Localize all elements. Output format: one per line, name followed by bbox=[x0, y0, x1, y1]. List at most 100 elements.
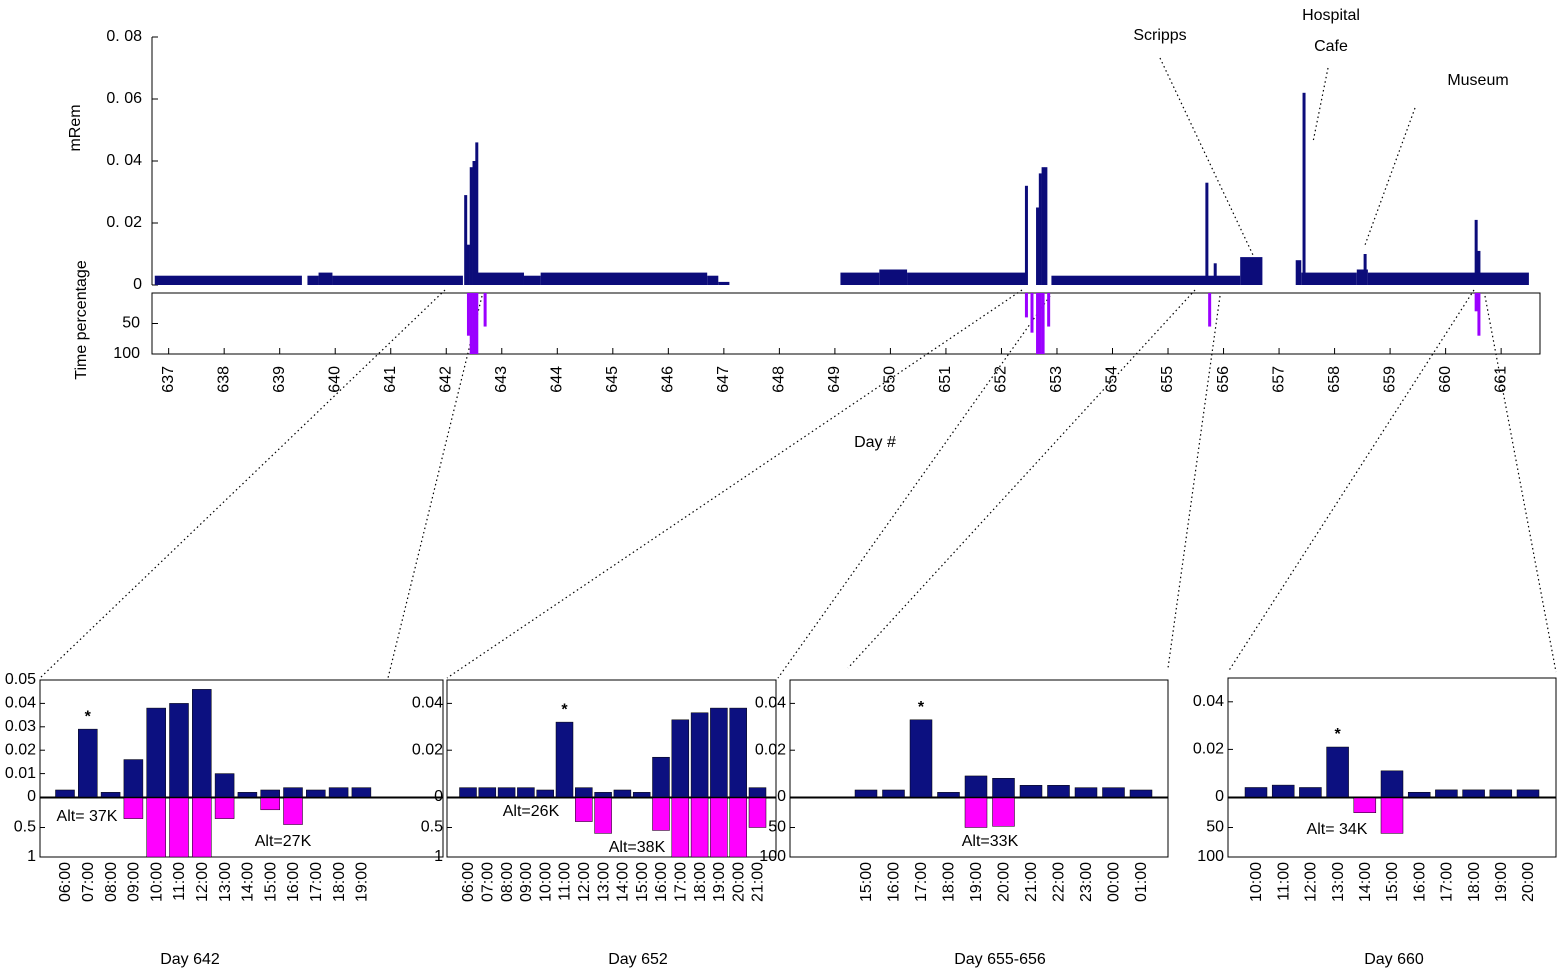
mrem-bar bbox=[1038, 173, 1042, 285]
x-tick-label: 660 bbox=[1437, 366, 1454, 393]
level-bar bbox=[307, 275, 319, 285]
upper-frame bbox=[39, 679, 444, 798]
x-tick-label: 653 bbox=[1048, 366, 1065, 393]
time-bar bbox=[1030, 293, 1034, 333]
y-tick-label: 0.02 bbox=[1193, 741, 1224, 758]
x-tick-label: 10:00 bbox=[148, 862, 165, 902]
x-tick-label: 06:00 bbox=[460, 862, 477, 902]
mrem-bar bbox=[1474, 219, 1478, 285]
x-tick-label: 15:00 bbox=[858, 862, 875, 902]
level-bar bbox=[1356, 269, 1368, 285]
mrem-bar bbox=[555, 721, 574, 798]
time-bar bbox=[748, 797, 767, 828]
mrem-bar bbox=[306, 789, 326, 798]
star: * bbox=[561, 701, 568, 718]
x-tick-label: 649 bbox=[826, 366, 843, 393]
x-tick-label: 657 bbox=[1270, 366, 1287, 393]
time-bar bbox=[690, 797, 709, 858]
x-tick-label: 20:00 bbox=[730, 862, 747, 902]
time-bar bbox=[1380, 797, 1404, 834]
time-bar bbox=[1474, 293, 1478, 312]
mrem-bar bbox=[1074, 787, 1098, 798]
time-bar bbox=[575, 797, 593, 822]
x-tick-label: 643 bbox=[493, 366, 510, 393]
x-tick-label: 19:00 bbox=[1493, 862, 1510, 902]
x-tick-label: 650 bbox=[882, 366, 899, 393]
x-tick-label: 17:00 bbox=[913, 862, 930, 902]
mrem-bar bbox=[1036, 207, 1040, 285]
x-tick-label: 15:00 bbox=[262, 862, 279, 902]
time-bar bbox=[146, 797, 166, 858]
annotation: Scripps bbox=[1133, 27, 1186, 44]
y2-tick-label: 100 bbox=[759, 848, 786, 865]
time-bar bbox=[283, 797, 303, 825]
time-bar bbox=[729, 797, 747, 858]
y-tick-label: 0.04 bbox=[755, 695, 786, 712]
x-tick-label: 10:00 bbox=[1248, 862, 1265, 902]
time-bar bbox=[260, 797, 280, 811]
mrem-bar bbox=[1326, 746, 1349, 798]
time-bar bbox=[652, 797, 670, 831]
x-tick-label: 12:00 bbox=[1303, 862, 1320, 902]
annotation: Alt= 37K bbox=[57, 808, 118, 825]
mrem-bar bbox=[992, 778, 1015, 798]
y-tick-label: 0.04 bbox=[5, 695, 36, 712]
mrem-bar bbox=[192, 689, 212, 798]
mrem-bar bbox=[1129, 789, 1153, 798]
x-tick-label: 14:00 bbox=[240, 862, 257, 902]
x-tick-label: 00:00 bbox=[1106, 862, 1123, 902]
y-tick-label: 0. 02 bbox=[106, 214, 142, 231]
x-tick-label: 652 bbox=[993, 366, 1010, 393]
x-tick-label: 10:00 bbox=[537, 862, 554, 902]
x-tick-label: 16:00 bbox=[285, 862, 302, 902]
mrem-bar bbox=[1213, 263, 1217, 285]
mrem-bar bbox=[909, 719, 933, 798]
level-bar bbox=[879, 269, 908, 285]
y-tick-label: 0 bbox=[27, 788, 36, 805]
time-bar bbox=[192, 797, 212, 858]
x-tick-label: 07:00 bbox=[480, 862, 497, 902]
time-bar bbox=[1208, 293, 1212, 327]
y-tick-label: 0 bbox=[133, 276, 142, 293]
mrem-bar bbox=[1299, 787, 1322, 798]
mrem-bar bbox=[594, 792, 612, 798]
x-tick-label: 21:00 bbox=[750, 862, 767, 902]
level-bar bbox=[523, 275, 541, 285]
level-bar bbox=[474, 272, 524, 285]
y2-tick-label: 1 bbox=[434, 848, 443, 865]
y2-tick-label: 100 bbox=[1197, 848, 1224, 865]
x-tick-label: 14:00 bbox=[615, 862, 632, 902]
y-tick-label: 0. 04 bbox=[106, 152, 142, 169]
x-tick-label: 639 bbox=[271, 366, 288, 393]
mrem-bar bbox=[237, 792, 258, 798]
x-tick-label: 07:00 bbox=[80, 862, 97, 902]
star: * bbox=[918, 699, 925, 716]
mrem-bar bbox=[882, 789, 905, 798]
time-bar bbox=[169, 797, 189, 858]
level-bar bbox=[1240, 257, 1263, 285]
x-tick-label: 656 bbox=[1215, 366, 1232, 393]
time-bar bbox=[469, 293, 473, 354]
x-tick-label: 651 bbox=[937, 366, 954, 393]
x-tick-label: 659 bbox=[1381, 366, 1398, 393]
x-tick-label: 17:00 bbox=[1439, 862, 1456, 902]
mrem-bar bbox=[1462, 789, 1485, 798]
mrem-bar bbox=[1044, 167, 1048, 285]
x-tick-label: 655 bbox=[1159, 366, 1176, 393]
mrem-bar bbox=[575, 787, 593, 798]
level-bar bbox=[1301, 272, 1357, 285]
mrem-bar bbox=[1435, 789, 1458, 798]
x-tick-label: 09:00 bbox=[126, 862, 143, 902]
x-tick-label: 16:00 bbox=[653, 862, 670, 902]
x-tick-label: 23:00 bbox=[1078, 862, 1095, 902]
star: * bbox=[1334, 726, 1341, 743]
mrem-bar bbox=[283, 787, 303, 798]
x-tick-label: 14:00 bbox=[1357, 862, 1374, 902]
time-bar bbox=[466, 293, 470, 336]
mrem-bar bbox=[214, 773, 235, 798]
zoom-line bbox=[39, 289, 446, 679]
y2-axis-label: Time percentage bbox=[73, 260, 90, 380]
level-bar bbox=[318, 272, 333, 285]
x-tick-label: 19:00 bbox=[711, 862, 728, 902]
